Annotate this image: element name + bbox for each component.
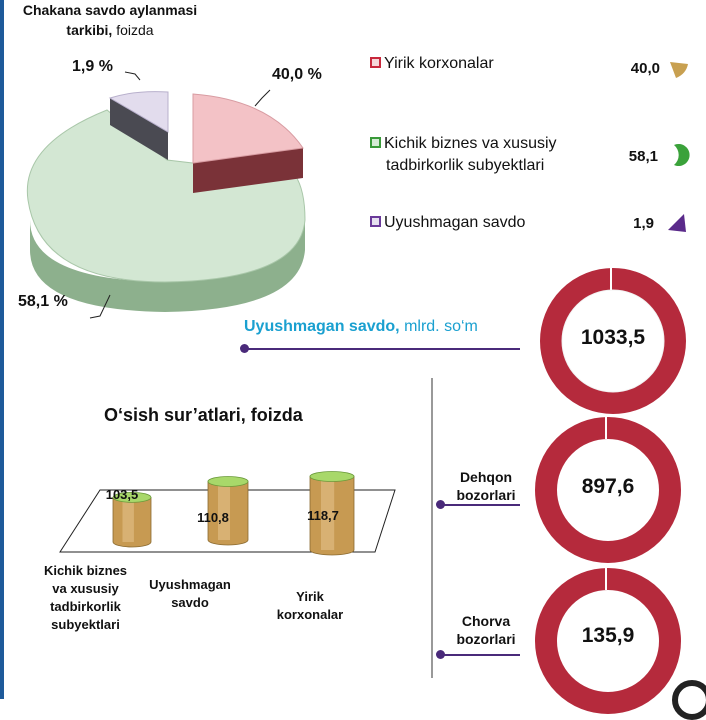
pie-green-side (30, 220, 305, 312)
legend-label-kichik-1: Kichik biznes va xususiy (384, 135, 557, 152)
legend-item-uyushmagan: Uyushmagan savdo (370, 212, 525, 234)
corner-page-mark (672, 680, 706, 720)
pie-label-large: 40,0 % (272, 66, 322, 83)
chorva-label-1: Chorva (461, 613, 511, 629)
ring-uyushmagan (540, 266, 686, 414)
cylinder-highlight-yirik (321, 476, 335, 550)
cylinder-uyushmagan (207, 476, 249, 546)
uyushmagan-unit: mlrd. so‘m (404, 318, 478, 335)
legend-swatch-yirik (370, 57, 381, 68)
uyushmagan-underline (244, 348, 520, 350)
cat-yirik-2: korxonalar (276, 607, 344, 622)
pie-chart (26, 71, 306, 319)
legend-label-kichik-2: tadbirkorlik subyektlari (386, 157, 545, 174)
crescent-icon (674, 144, 690, 166)
pie-title: Chakana savdo aylanmasi tarkibi, foizda (0, 0, 220, 40)
cylinder-yirik (309, 471, 355, 556)
pie-slice-uyushmagan (108, 91, 169, 133)
cat-yirik-1: Yirik (296, 589, 324, 604)
legend-value-kichik: 58,1 (628, 148, 658, 165)
cat-label-yirik: Yirik korxonalar (255, 588, 365, 624)
vertical-divider (431, 378, 433, 678)
legend-item-kichik: Kichik biznes va xususiy tadbirkorlik su… (370, 133, 557, 177)
legend-value-uyushmagan: 1,9 (633, 215, 654, 232)
cyl-value-kichik: 103,5 (105, 487, 139, 502)
pie-title-line1: Chakana savdo aylanmasi (22, 2, 198, 18)
cylinder-highlight-uyushmagan (218, 481, 230, 540)
leader-line-large (254, 89, 271, 107)
uyushmagan-title: Uyushmagan savdo, mlrd. so‘m (244, 318, 478, 336)
cylinder-kichik (112, 491, 152, 548)
cat-kichik-2: va xususiy (52, 581, 119, 596)
dehqon-underline (440, 504, 520, 506)
legend-label-yirik: Yirik korxonalar (384, 55, 494, 72)
leader-line-small (124, 71, 141, 81)
pie-slice-yirik (192, 93, 304, 164)
pie-slice-uyushmagan-side (110, 98, 168, 160)
cyl-value-yirik: 118,7 (307, 508, 339, 523)
growth-chart (59, 471, 396, 556)
dehqon-dot (436, 500, 445, 509)
cylinder-cap-uyushmagan (207, 476, 249, 487)
chorva-dot (436, 650, 445, 659)
triangle-icon (668, 214, 686, 232)
cylinder-layer (112, 471, 355, 556)
legend-label-uyushmagan: Uyushmagan savdo (384, 214, 526, 231)
ring-dehqon (535, 415, 681, 563)
left-edge-bar (0, 0, 4, 699)
uyushmagan-dot (240, 344, 249, 353)
cat-label-kichik: Kichik biznes va xususiy tadbirkorlik su… (28, 562, 143, 634)
cat-uyushmagan-2: savdo (171, 595, 209, 610)
pie-label-green: 58,1 % (18, 293, 68, 310)
chorva-underline (440, 654, 520, 656)
leader-line-green (89, 294, 111, 319)
cat-kichik-1: Kichik biznes (43, 563, 128, 578)
cat-label-uyushmagan: Uyushmagan savdo (140, 576, 240, 612)
ring-value-uyushmagan: 1033,5 (580, 326, 646, 349)
legend-swatch-kichik (370, 137, 381, 148)
ring-value-chorva: 135,9 (581, 624, 635, 647)
dehqon-label-1: Dehqon (459, 469, 513, 485)
chorva-label-2: bozorlari (456, 631, 516, 647)
cat-kichik-4: subyektlari (51, 617, 120, 632)
cylinder-cap-yirik (309, 471, 355, 482)
legend-swatch-uyushmagan (370, 216, 381, 227)
growth-title: O‘sish sur’atlari, foizda (104, 405, 303, 425)
leaf-shape-icon (670, 62, 688, 78)
pie-title-line2: tarkibi, (66, 22, 113, 38)
growth-floor (59, 489, 396, 553)
cylinder-cap-kichik (112, 491, 152, 503)
pie-label-small: 1,9 % (72, 58, 113, 75)
cyl-value-uyushmagan: 110,8 (197, 510, 229, 525)
cat-kichik-3: tadbirkorlik (50, 599, 121, 614)
legend-item-yirik: Yirik korxonalar (370, 53, 494, 75)
cat-uyushmagan-1: Uyushmagan (149, 577, 231, 592)
ring-value-dehqon: 897,6 (581, 475, 635, 498)
dehqon-label: Dehqon bozorlari (436, 468, 536, 504)
chorva-label: Chorva bozorlari (436, 612, 536, 648)
uyushmagan-title-text: Uyushmagan savdo, (244, 318, 400, 335)
dehqon-label-2: bozorlari (456, 487, 516, 503)
legend-value-yirik: 40,0 (630, 60, 660, 77)
pie-title-unit: foizda (116, 22, 154, 38)
cylinder-highlight-kichik (122, 497, 134, 542)
pie-slice-kichik (26, 109, 306, 283)
